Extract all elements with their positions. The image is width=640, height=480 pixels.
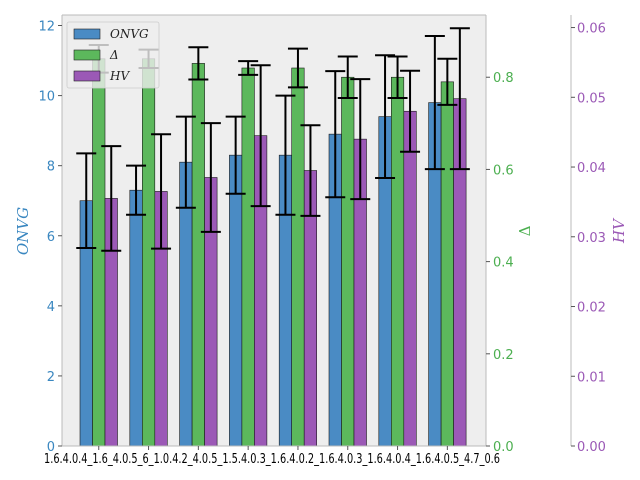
right1-axis-label: Δ [516,225,534,236]
right2-tick-label-3: 0.03 [577,231,606,246]
bars-layer [79,58,467,447]
legend-label-delta: Δ [109,48,119,62]
left-axis-label: ONVG [14,207,32,255]
right2-tick-label-1: 0.01 [577,370,606,385]
left-tick-label-6: 12 [38,20,55,35]
legend-swatch-hv [73,70,101,82]
left-tick-label-4: 8 [47,160,55,175]
axes-layer: 0 2 4 6 8 10 12 0.0 0.2 0.4 0.6 0.8 0.00 0.01 0.02 0.03… [38,14,606,455]
right2-tick-label-6: 0.06 [577,22,606,37]
right1-tick-label-1: 0.2 [493,348,514,363]
left-tick-label-3: 6 [47,230,55,245]
bar-2-6 [403,110,417,447]
bar-0-3 [229,154,243,447]
right1-tick-label-3: 0.6 [493,163,514,178]
legend: ONVG Δ HV [66,21,160,89]
legend-swatch-onvg [73,28,101,40]
bar-0-1 [129,189,143,447]
error-bars-layer [76,27,470,252]
left-tick-label-0: 0 [47,440,55,455]
left-tick-label-1: 2 [47,370,55,385]
right2-tick-label-5: 0.05 [577,91,606,106]
bar-1-7 [440,81,454,447]
right2-tick-label-4: 0.04 [577,161,606,176]
legend-label-hv: HV [109,69,130,83]
right2-axis-label: HV [610,217,628,244]
bar-1-6 [390,76,405,447]
bar-1-5 [341,76,355,447]
right1-tick-label-4: 0.8 [493,71,514,86]
legend-swatch-delta [73,49,101,61]
legend-label-onvg: ONVG [110,27,149,41]
bar-1-2 [191,63,205,447]
bar-1-1 [142,58,156,447]
right2-tick-label-2: 0.02 [577,301,606,316]
bar-1-3 [241,67,255,447]
right1-tick-label-0: 0.0 [493,440,514,455]
right2-tick-label-0: 0.00 [577,440,606,455]
right1-tick-label-2: 0.4 [493,256,514,271]
left-tick-label-5: 10 [38,90,55,105]
bar-1-0 [92,58,106,447]
x-tick-labels: 1.6.4.0.4_1.6_4.0.5_6_1.0.4.2_4.0.5_1.5.… [44,452,500,467]
left-tick-label-2: 4 [47,300,55,315]
